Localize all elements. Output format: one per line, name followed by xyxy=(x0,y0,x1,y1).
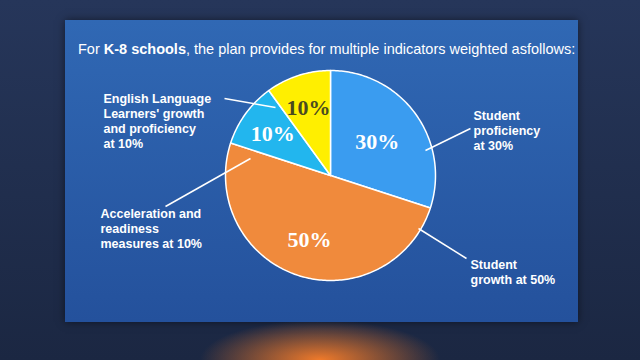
svg-text:Studentproficiencyat 30%: Studentproficiencyat 30% xyxy=(474,109,541,153)
svg-text:Studentgrowth at 50%: Studentgrowth at 50% xyxy=(471,258,556,287)
html-text:For K-8 schools, the plan prov: For K-8 schools, the plan provides for m… xyxy=(78,41,576,57)
svg-text:30%: 30% xyxy=(355,129,399,154)
svg-text:10%: 10% xyxy=(286,95,330,120)
svg-text:50%: 50% xyxy=(287,227,331,252)
svg-text:Acceleration andreadinessmeasu: Acceleration andreadinessmeasures at 10% xyxy=(101,207,202,251)
svg-text:10%: 10% xyxy=(251,121,295,146)
svg-text:English LanguageLearners' grow: English LanguageLearners' growthand prof… xyxy=(104,92,212,151)
